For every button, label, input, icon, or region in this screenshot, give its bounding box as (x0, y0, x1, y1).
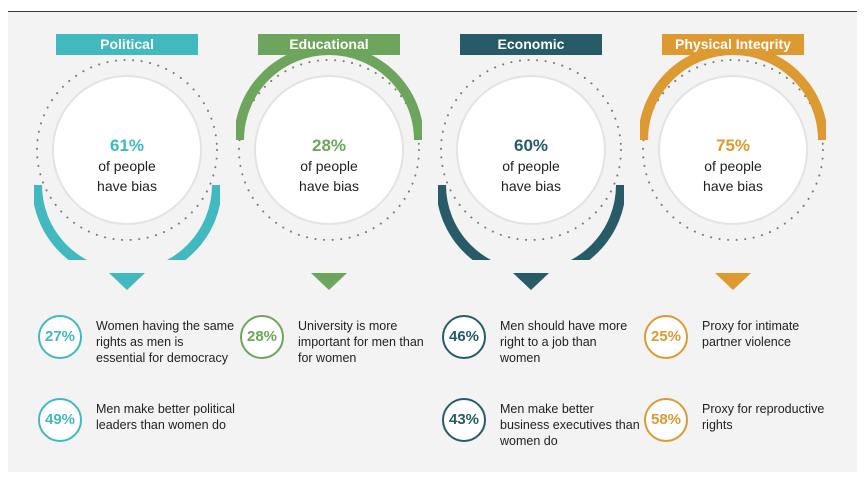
inner-circle (52, 75, 202, 225)
stat-badge: 46% (442, 315, 486, 359)
down-triangle-icon (715, 273, 751, 290)
bias-ring (34, 59, 220, 260)
inner-circle (254, 75, 404, 225)
stat-text: Proxy for reproductive rights (702, 402, 825, 432)
dotted-ring (642, 59, 824, 241)
stat-text: Women having the same rights as men is e… (96, 319, 235, 365)
dotted-ring (36, 59, 218, 241)
bias-percent: 61% (109, 136, 145, 155)
bias-percent: 28% (311, 136, 347, 155)
category-label: Political (56, 34, 198, 55)
inner-circle (658, 75, 808, 225)
circle-text: 28% of people have bias (236, 136, 422, 196)
progress-arc (34, 184, 220, 260)
stat-badge: 28% (240, 315, 284, 359)
category-label: Educational (258, 34, 400, 55)
circle-text: 61% of people have bias (34, 136, 220, 196)
column-political: Political 61% of people have bias 27% Wo… (34, 0, 238, 482)
stat-badge: 58% (644, 398, 688, 442)
top-rule (8, 11, 857, 12)
stat-badge: 49% (38, 398, 82, 442)
stat-badge: 43% (442, 398, 486, 442)
stat-text: Proxy for intimate partner violence (702, 319, 800, 349)
bias-ring (640, 50, 826, 241)
progress-arc (236, 50, 422, 141)
bias-line-1: of people (300, 158, 358, 174)
dotted-ring (238, 59, 420, 241)
stat-text: University is more important for men tha… (298, 319, 424, 365)
category-label: Physical Integrity (662, 34, 804, 55)
progress-arc (640, 50, 826, 141)
category-label: Economic (460, 34, 602, 55)
stat-text: Men should have more right to a job than… (500, 319, 628, 365)
bias-percent: 60% (513, 136, 549, 155)
circle-text: 75% of people have bias (640, 136, 826, 196)
bias-line-2: have bias (299, 178, 359, 194)
stat-text: Men make better political leaders than w… (96, 402, 235, 432)
column-physical-integrity: Physical Integrity 75% of people have bi… (640, 0, 844, 482)
bias-line-2: have bias (97, 178, 157, 194)
column-economic: Economic 60% of people have bias 46% Men… (438, 0, 642, 482)
bias-ring (236, 50, 422, 241)
column-educational: Educational 28% of people have bias 28% … (236, 0, 440, 482)
stat-text: Men make better business executives than… (500, 402, 640, 448)
inner-circle (456, 75, 606, 225)
bias-line-1: of people (502, 158, 560, 174)
progress-arc (438, 184, 624, 260)
down-triangle-icon (109, 273, 145, 290)
stat-badge: 25% (644, 315, 688, 359)
bias-line-1: of people (704, 158, 762, 174)
bias-ring (438, 59, 624, 260)
stat-badge: 27% (38, 315, 82, 359)
down-triangle-icon (513, 273, 549, 290)
bias-percent: 75% (715, 136, 751, 155)
dotted-ring (440, 59, 622, 241)
bias-line-1: of people (98, 158, 156, 174)
down-triangle-icon (311, 273, 347, 290)
bias-line-2: have bias (501, 178, 561, 194)
circle-text: 60% of people have bias (438, 136, 624, 196)
bias-line-2: have bias (703, 178, 763, 194)
